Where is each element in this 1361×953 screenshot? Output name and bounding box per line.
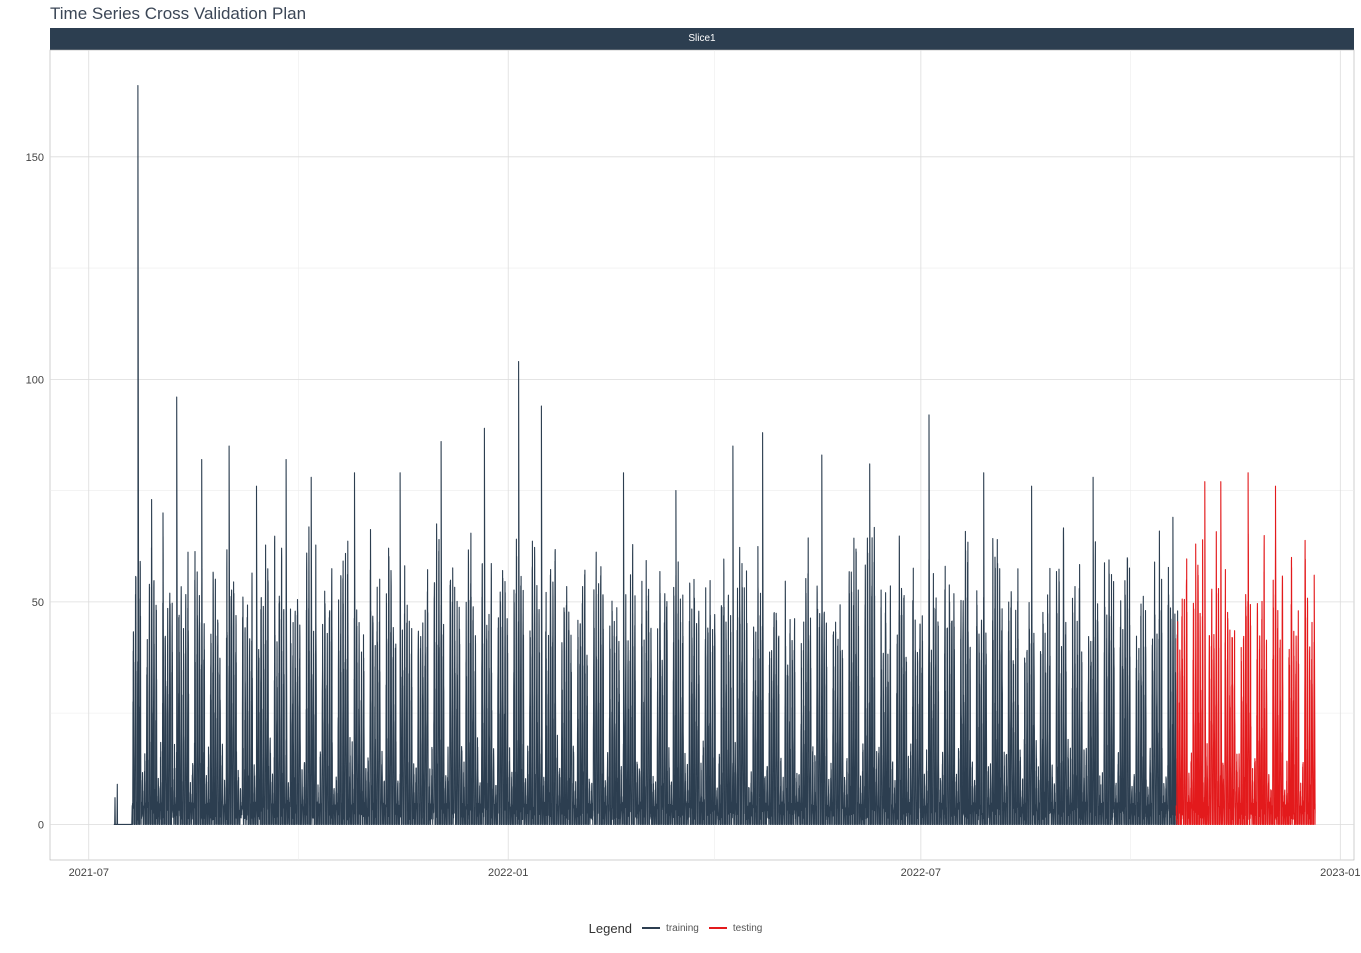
legend-key-testing <box>708 927 727 929</box>
y-tick-label: 0 <box>38 819 44 831</box>
y-tick-label: 150 <box>26 152 44 164</box>
series-line-testing <box>1175 472 1316 825</box>
axis-labels: 0 50 100 150 2021-07 2022-01 2022-07 2023-01 <box>26 152 1361 879</box>
y-tick-label: 100 <box>26 374 44 386</box>
legend: Legend training testing <box>0 916 1361 940</box>
legend-label-training: training <box>666 922 699 934</box>
series-line-training <box>113 85 1179 825</box>
x-tick-label: 2022-07 <box>901 867 941 879</box>
x-tick-label: 2023-01 <box>1320 867 1360 879</box>
x-tick-label: 2021-07 <box>69 867 109 879</box>
facet-strip-label: Slice1 <box>50 28 1354 50</box>
legend-title: Legend <box>588 920 633 936</box>
chart-title: Time Series Cross Validation Plan <box>50 4 307 23</box>
legend-item-training: training <box>642 923 699 934</box>
legend-key-training <box>642 927 661 929</box>
legend-label-testing: testing <box>732 922 763 934</box>
legend-item-testing: testing <box>708 922 763 934</box>
x-tick-label: 2022-01 <box>488 867 528 879</box>
y-tick-label: 50 <box>32 597 44 609</box>
series-lines <box>113 85 1316 825</box>
